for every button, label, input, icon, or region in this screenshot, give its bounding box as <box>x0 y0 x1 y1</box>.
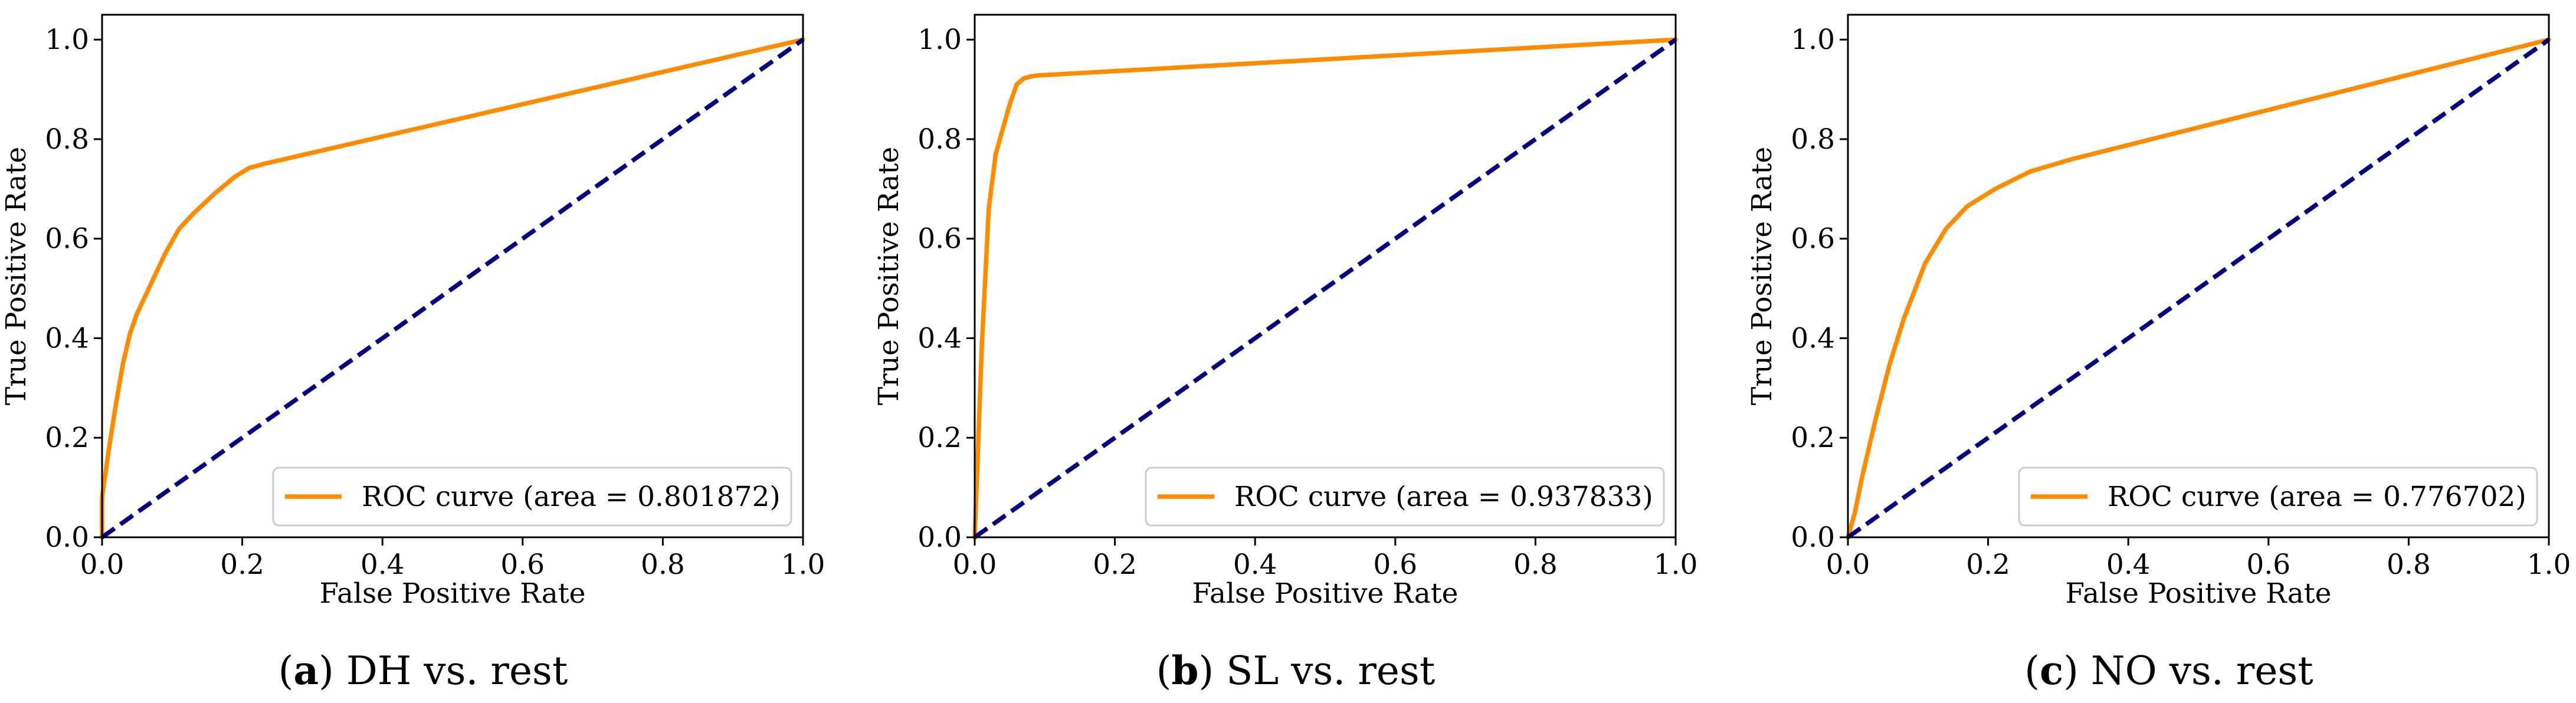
x-tick-label: 0.0 <box>953 548 997 581</box>
y-tick-label: 0.6 <box>1791 223 1835 255</box>
caption-paren-open: ( <box>278 648 294 694</box>
y-tick-label: 0.8 <box>45 123 89 156</box>
legend: ROC curve (area = 0.801872) <box>272 467 792 527</box>
x-axis-title: False Positive Rate <box>320 577 586 610</box>
x-tick-label: 0.0 <box>1826 548 1870 581</box>
x-tick-label: 0.6 <box>1373 548 1417 581</box>
y-axis-title: True Positive Rate <box>873 147 905 405</box>
y-tick-label: 0.2 <box>45 422 89 454</box>
legend-label: ROC curve (area = 0.776702) <box>2108 481 2526 513</box>
caption-letter: a <box>293 648 319 694</box>
x-tick-label: 0.2 <box>1966 548 2010 581</box>
y-tick-label: 1.0 <box>917 24 962 56</box>
x-tick-label: 0.2 <box>220 548 264 581</box>
legend-label: ROC curve (area = 0.937833) <box>1234 481 1653 513</box>
y-axis-title: True Positive Rate <box>1746 147 1778 405</box>
legend-label: ROC curve (area = 0.801872) <box>362 481 781 513</box>
y-tick-label: 0.0 <box>1791 521 1835 554</box>
caption-letter: b <box>1171 648 1198 694</box>
x-tick-label: 0.4 <box>360 548 405 581</box>
chance-diagonal-line <box>1846 38 2551 540</box>
roc-chart-b: 0.0 0.2 0.4 0.6 0.8 1.0 0.0 0.2 0.4 0.6 0.8 1.0 Fals… <box>873 14 1698 694</box>
x-tick-label: 0.6 <box>500 548 545 581</box>
caption-text: ) SL vs. rest <box>1199 648 1436 694</box>
subfigure-caption: (c) NO vs. rest <box>2024 648 2313 694</box>
y-tick-label: 0.8 <box>1791 123 1835 156</box>
chance-diagonal-line <box>100 38 805 540</box>
y-tick-label: 0.8 <box>917 123 962 156</box>
y-tick-label: 0.4 <box>1791 322 1835 354</box>
caption-letter: c <box>2040 648 2063 694</box>
roc-curve-line <box>1846 37 2551 540</box>
x-tick-label: 0.2 <box>1093 548 1137 581</box>
legend: ROC curve (area = 0.937833) <box>1145 467 1665 527</box>
y-tick-label: 0.0 <box>917 521 962 554</box>
caption-paren-open: ( <box>2024 648 2040 694</box>
roc-curve-line <box>100 37 805 540</box>
y-tick-label: 0.2 <box>917 422 962 454</box>
x-axis-title: False Positive Rate <box>1192 577 1459 610</box>
x-axis-title: False Positive Rate <box>2066 577 2332 610</box>
subfigure-caption: (b) SL vs. rest <box>1156 648 1436 694</box>
x-tick-label: 0.8 <box>641 548 685 581</box>
x-tick-label: 0.8 <box>2387 548 2431 581</box>
plot-frame <box>974 14 1677 538</box>
y-tick-label: 0.4 <box>917 322 962 354</box>
x-tick-label: 0.8 <box>1513 548 1558 581</box>
caption-text: ) NO vs. rest <box>2063 648 2313 694</box>
y-axis-title: True Positive Rate <box>0 147 32 405</box>
caption-text: ) DH vs. rest <box>319 648 568 694</box>
y-tick-label: 0.6 <box>917 223 962 255</box>
legend-box <box>1145 467 1665 527</box>
x-tick-label: 0.0 <box>80 548 124 581</box>
x-tick-label: 1.0 <box>2527 548 2571 581</box>
y-tick-label: 1.0 <box>45 24 89 56</box>
legend-box <box>2018 467 2538 527</box>
legend: ROC curve (area = 0.776702) <box>2018 467 2538 527</box>
x-tick-label: 1.0 <box>781 548 825 581</box>
subfigure-caption: (a) DH vs. rest <box>278 648 568 694</box>
y-tick-label: 0.4 <box>45 322 89 354</box>
x-tick-label: 0.4 <box>2106 548 2151 581</box>
caption-paren-open: ( <box>1156 648 1172 694</box>
x-tick-label: 1.0 <box>1654 548 1698 581</box>
roc-chart-c: 0.0 0.2 0.4 0.6 0.8 1.0 0.0 0.2 0.4 0.6 0.8 1.0 Fals… <box>1746 14 2571 694</box>
y-tick-label: 0.6 <box>45 223 89 255</box>
y-tick-label: 0.2 <box>1791 422 1835 454</box>
roc-chart-a: 0.0 0.2 0.4 0.6 0.8 1.0 0.0 0.2 0.4 0.6 0.8 1.0 Fals… <box>0 14 825 694</box>
roc-curve-line <box>972 37 1678 540</box>
y-tick-label: 1.0 <box>1791 24 1835 56</box>
legend-box <box>272 467 792 527</box>
x-tick-label: 0.6 <box>2246 548 2290 581</box>
plot-frame <box>101 14 804 538</box>
chance-diagonal-line <box>973 38 1677 540</box>
y-tick-label: 0.0 <box>45 521 89 554</box>
x-tick-label: 0.4 <box>1233 548 1277 581</box>
plot-frame <box>1847 14 2550 538</box>
